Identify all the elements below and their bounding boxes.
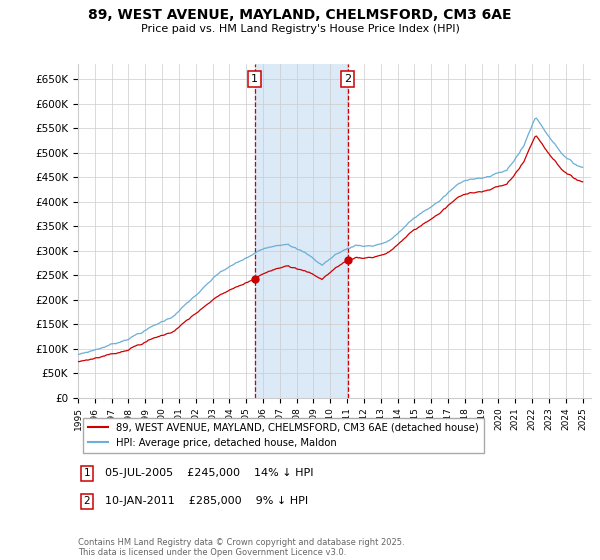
Text: Contains HM Land Registry data © Crown copyright and database right 2025.
This d: Contains HM Land Registry data © Crown c… (78, 538, 404, 557)
Text: 05-JUL-2005    £245,000    14% ↓ HPI: 05-JUL-2005 £245,000 14% ↓ HPI (105, 468, 314, 478)
Text: 2: 2 (83, 496, 91, 506)
Text: 1: 1 (83, 468, 91, 478)
Text: 10-JAN-2011    £285,000    9% ↓ HPI: 10-JAN-2011 £285,000 9% ↓ HPI (105, 496, 308, 506)
Legend: 89, WEST AVENUE, MAYLAND, CHELMSFORD, CM3 6AE (detached house), HPI: Average pri: 89, WEST AVENUE, MAYLAND, CHELMSFORD, CM… (83, 418, 484, 453)
Text: 89, WEST AVENUE, MAYLAND, CHELMSFORD, CM3 6AE: 89, WEST AVENUE, MAYLAND, CHELMSFORD, CM… (88, 8, 512, 22)
Text: Price paid vs. HM Land Registry's House Price Index (HPI): Price paid vs. HM Land Registry's House … (140, 24, 460, 34)
Bar (255, 64, 347, 398)
Text: 1: 1 (251, 74, 258, 84)
Text: 2: 2 (344, 74, 351, 84)
